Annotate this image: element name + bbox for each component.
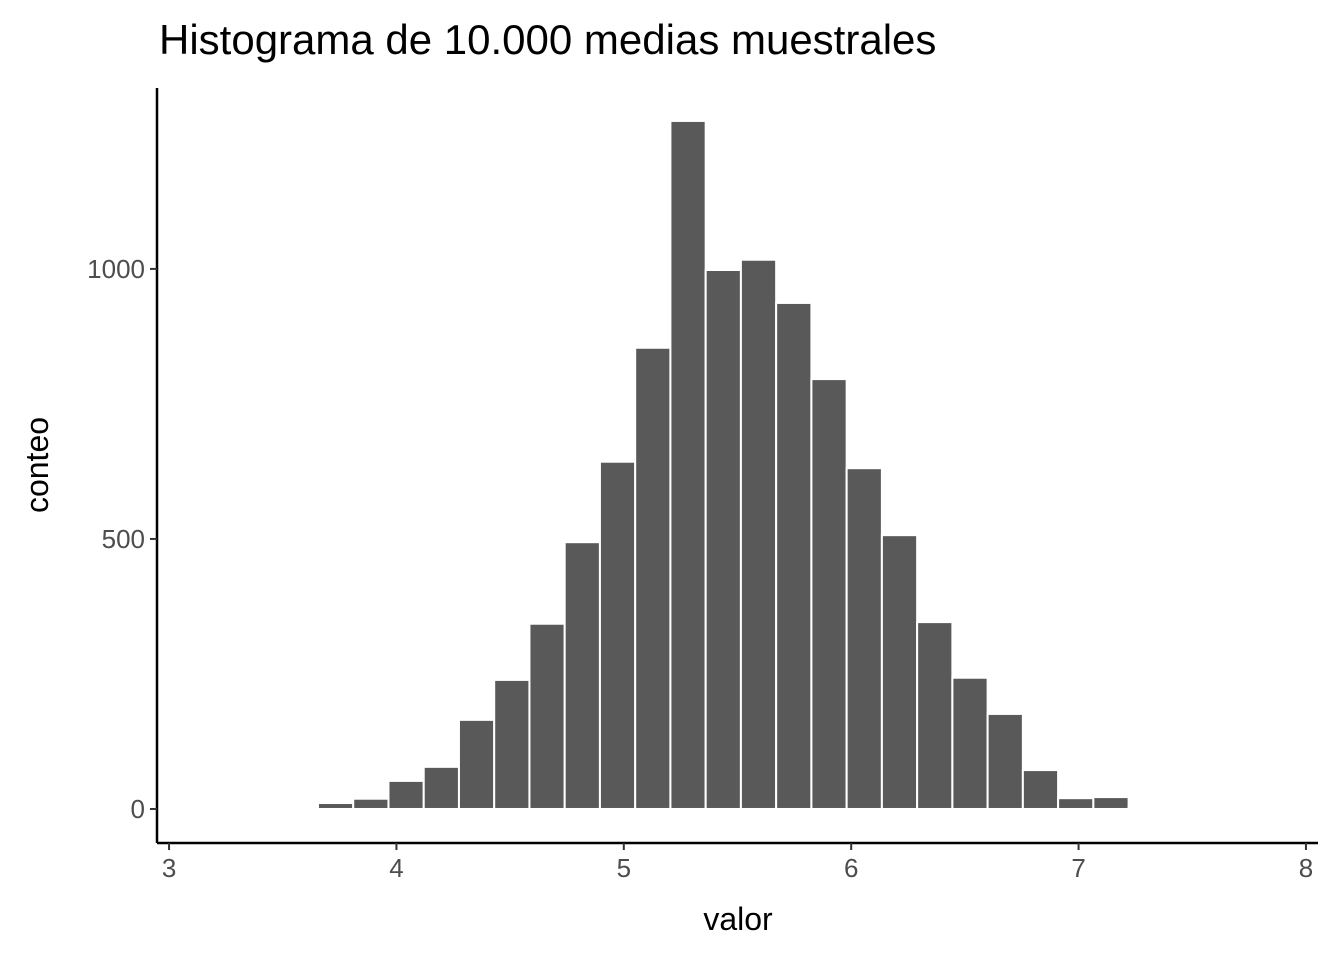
bar bbox=[1021, 769, 1060, 810]
bar bbox=[1092, 796, 1130, 810]
x-tick-label: 6 bbox=[844, 853, 858, 883]
bar bbox=[916, 621, 954, 810]
bar bbox=[810, 378, 848, 810]
chart-title: Histograma de 10.000 medias muestrales bbox=[159, 16, 936, 63]
bar bbox=[563, 541, 601, 810]
bar bbox=[457, 718, 496, 810]
bar bbox=[528, 622, 566, 810]
bar bbox=[387, 779, 425, 810]
bar bbox=[739, 258, 778, 810]
y-tick-label: 500 bbox=[102, 524, 145, 554]
y-tick-label: 0 bbox=[131, 794, 145, 824]
bar bbox=[1127, 806, 1165, 810]
x-tick-label: 3 bbox=[162, 853, 176, 883]
bar bbox=[669, 119, 707, 810]
x-tick-label: 4 bbox=[389, 853, 403, 883]
bar bbox=[634, 346, 672, 810]
bar bbox=[880, 534, 919, 810]
x-axis-title: valor bbox=[703, 901, 773, 937]
bar bbox=[493, 678, 531, 810]
bar bbox=[422, 765, 460, 810]
bar bbox=[1057, 797, 1095, 810]
x-tick-label: 5 bbox=[617, 853, 631, 883]
bar bbox=[986, 712, 1024, 810]
bar bbox=[316, 802, 355, 810]
y-tick-label: 1000 bbox=[87, 254, 145, 284]
x-tick-label: 8 bbox=[1299, 853, 1313, 883]
bar bbox=[775, 301, 813, 810]
bar bbox=[951, 676, 989, 810]
y-axis-title: conteo bbox=[19, 417, 55, 513]
bar bbox=[352, 797, 390, 810]
bar bbox=[845, 467, 883, 810]
x-tick-label: 7 bbox=[1071, 853, 1085, 883]
bar bbox=[598, 460, 637, 810]
bar bbox=[704, 268, 742, 810]
